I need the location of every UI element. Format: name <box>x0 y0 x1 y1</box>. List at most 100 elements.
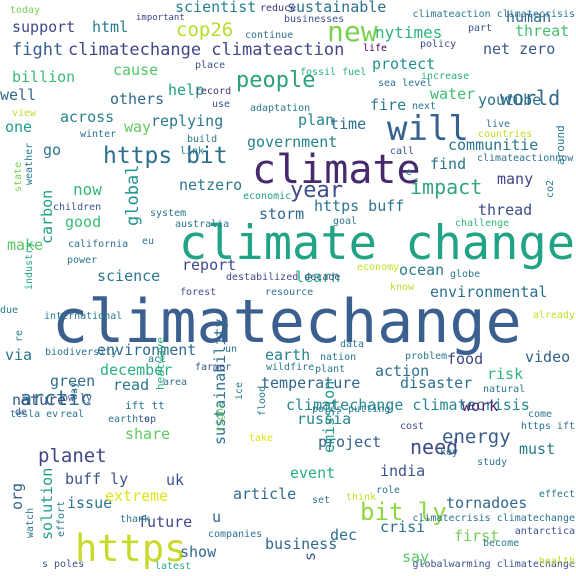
cloud-word: become <box>483 539 519 549</box>
cloud-word: nation <box>320 353 356 363</box>
cloud-word: health <box>539 557 575 567</box>
cloud-word: read <box>113 378 149 393</box>
cloud-word: farmer <box>195 363 231 373</box>
cloud-word: org <box>10 483 25 510</box>
cloud-word: time <box>330 117 366 132</box>
cloud-word: climatechange climateaction <box>68 42 344 59</box>
cloud-word: area <box>163 378 187 388</box>
cloud-word: policy <box>420 40 456 50</box>
cloud-word: natural <box>483 385 525 395</box>
cloud-word: effect <box>539 490 575 500</box>
cloud-word: life <box>363 44 387 54</box>
cloud-word: biodiversity <box>45 348 117 358</box>
cloud-word: tornadoes <box>446 496 527 511</box>
cloud-word: science <box>97 269 160 284</box>
cloud-word: html <box>92 20 128 35</box>
cloud-word: government <box>247 135 337 150</box>
cloud-word: cause <box>113 63 158 78</box>
cloud-word: climatecrisis climatechange <box>412 514 575 524</box>
cloud-word: now <box>73 182 102 198</box>
cloud-word: globe <box>450 270 480 280</box>
cloud-word: role <box>376 486 400 496</box>
cloud-word: one <box>5 120 32 135</box>
cloud-word: climateaction climatecrisis <box>412 10 575 20</box>
cloud-word: fight <box>12 42 63 59</box>
cloud-word: forest <box>180 288 216 298</box>
cloud-word: find <box>430 157 466 172</box>
cloud-word: plan <box>298 113 334 128</box>
cloud-word: ice <box>235 382 245 400</box>
cloud-word: report <box>182 258 236 273</box>
cloud-word: u <box>212 510 221 525</box>
cloud-word: winter <box>80 130 116 140</box>
cloud-word: via <box>5 348 32 363</box>
cloud-word: call <box>390 147 414 157</box>
cloud-word: destabilized decade <box>226 273 340 283</box>
cloud-word: latest <box>155 562 191 572</box>
cloud-word: cost <box>400 422 424 432</box>
cloud-word: real <box>60 410 84 420</box>
cloud-word: net zero <box>483 42 555 57</box>
cloud-word: share <box>125 427 170 442</box>
cloud-word: right <box>216 402 226 432</box>
cloud-word: s poles <box>42 560 84 570</box>
cloud-word: thank <box>120 515 150 525</box>
cloud-word: others <box>110 92 164 107</box>
cloud-word: know <box>390 283 414 293</box>
cloud-word: place <box>195 61 225 71</box>
cloud-word: top <box>138 415 156 425</box>
cloud-word: thread <box>478 203 532 218</box>
cloud-word: data <box>340 340 364 350</box>
cloud-word: emission <box>322 381 337 453</box>
cloud-word: energy <box>442 428 511 447</box>
cloud-word: due <box>0 306 18 316</box>
cloud-word: event <box>290 466 335 481</box>
cloud-word: ift tt <box>125 400 165 411</box>
cloud-word: children <box>53 203 101 213</box>
cloud-word: scientist <box>175 0 256 15</box>
cloud-word: effort <box>57 501 67 537</box>
cloud-word: billion <box>12 70 75 85</box>
cloud-word: economy <box>357 263 399 273</box>
cloud-word: tesla ev <box>10 410 58 420</box>
cloud-word: nature <box>12 393 66 408</box>
cloud-word: weather <box>25 143 35 185</box>
cloud-word: business <box>265 537 337 552</box>
cloud-word: already <box>533 311 575 321</box>
cloud-word: netzero <box>179 178 242 193</box>
cloud-word: important <box>136 14 185 23</box>
cloud-word: un <box>225 345 237 355</box>
cloud-word: plant <box>315 365 345 375</box>
cloud-word: ocean <box>399 263 444 278</box>
cloud-word: storm <box>259 207 304 222</box>
cloud-word: challenge <box>455 219 509 229</box>
cloud-word: state <box>14 162 24 192</box>
cloud-word: build <box>187 135 217 145</box>
cloud-word: video <box>525 350 570 365</box>
cloud-word: flood <box>258 386 268 416</box>
cloud-word: continue <box>245 31 293 41</box>
cloud-word: re <box>15 330 25 342</box>
cloud-word: australia <box>175 220 229 230</box>
cloud-word: sea level <box>378 79 432 89</box>
cloud-word: use <box>212 100 230 110</box>
cloud-word: climate change <box>179 220 575 267</box>
cloud-word: well <box>0 88 36 103</box>
cloud-word: power <box>67 256 97 266</box>
cloud-word: around <box>555 125 566 165</box>
cloud-word: adaptation <box>250 104 310 114</box>
cloud-word: view <box>12 109 36 119</box>
cloud-word: watch <box>26 508 36 538</box>
cloud-word: wildfire <box>266 363 314 373</box>
cloud-word: buff ly <box>65 472 128 487</box>
cloud-word: must <box>519 442 555 457</box>
cloud-word: global <box>125 165 142 226</box>
cloud-word: key <box>440 448 458 458</box>
cloud-word: come <box>528 410 552 420</box>
cloud-word: goal <box>333 217 357 227</box>
cloud-word: solution <box>40 468 55 540</box>
cloud-word: ow ly <box>62 394 92 404</box>
cloud-word: record <box>195 87 231 97</box>
cloud-word: planet <box>38 447 107 466</box>
cloud-word: many <box>497 172 533 187</box>
